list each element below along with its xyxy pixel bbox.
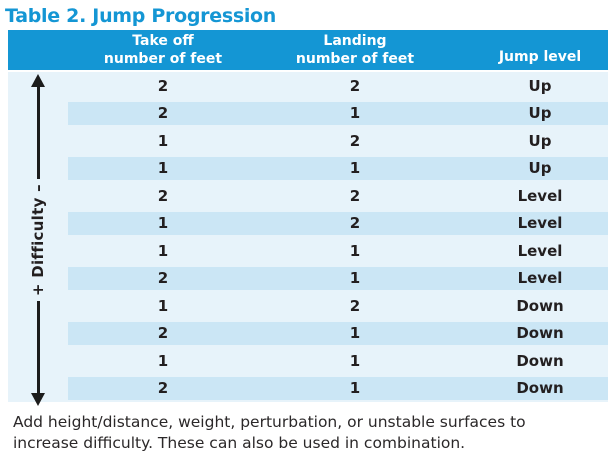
difficulty-rail-header-spacer	[8, 30, 68, 70]
jump-level-cell: Up	[528, 131, 552, 150]
table-row: 1 2 Down	[8, 292, 608, 320]
table-row: 2 1 Down	[8, 374, 608, 402]
up-arrow-icon	[31, 74, 45, 179]
takeoff-cell: 2	[157, 104, 169, 123]
table-row: 2 2 Level	[8, 182, 608, 210]
difficulty-axis-label: + Difficulty –	[29, 183, 47, 297]
table-row: 1 1 Up	[8, 154, 608, 182]
column-header-jump-level: Jump level	[452, 30, 608, 70]
takeoff-cell: 1	[157, 241, 169, 260]
column-header-landing-line1: Landing	[323, 32, 387, 49]
jump-level-cell: Level	[517, 214, 563, 233]
takeoff-cell: 1	[157, 351, 169, 370]
landing-cell: 1	[349, 324, 361, 343]
table-row: 2 2 Up	[8, 72, 608, 100]
table-row-cells: 1 1 Level	[68, 237, 608, 265]
jump-level-cell: Down	[516, 296, 564, 315]
jump-level-cell: Level	[517, 241, 563, 260]
table-row: 1 2 Up	[8, 127, 608, 155]
takeoff-cell: 1	[157, 131, 169, 150]
table-row: 2 1 Level	[8, 264, 608, 292]
table-row-cells: 2 1 Down	[68, 319, 608, 347]
landing-cell: 1	[349, 379, 361, 398]
table-row-cells: 1 1 Down	[68, 347, 608, 375]
landing-cell: 1	[349, 269, 361, 288]
table-row-cells: 1 2 Level	[68, 209, 608, 237]
table-row-cells: 1 1 Up	[68, 154, 608, 182]
column-header-jump-level-label: Jump level	[498, 48, 582, 65]
jump-level-cell: Down	[516, 324, 564, 343]
table-row-cells: 2 2 Up	[68, 72, 608, 100]
table-row-cells: 1 2 Up	[68, 127, 608, 155]
landing-cell: 2	[349, 214, 361, 233]
jump-level-cell: Level	[517, 269, 563, 288]
takeoff-cell: 1	[157, 214, 169, 233]
landing-cell: 2	[349, 76, 361, 95]
takeoff-cell: 1	[157, 159, 169, 178]
jump-level-cell: Up	[528, 159, 552, 178]
takeoff-cell: 2	[157, 324, 169, 343]
column-header-takeoff-line1: Take off	[132, 32, 194, 49]
table-row: 2 1 Down	[8, 319, 608, 347]
column-header-takeoff: Take off number of feet	[68, 30, 258, 70]
table-row: 2 1 Up	[8, 99, 608, 127]
jump-progression-table: Take off number of feet Landing number o…	[8, 30, 608, 406]
landing-cell: 1	[349, 104, 361, 123]
landing-cell: 2	[349, 131, 361, 150]
jump-level-cell: Down	[516, 351, 564, 370]
table-row-cells: 2 1 Down	[68, 374, 608, 402]
table-row-cells: 2 2 Level	[68, 182, 608, 210]
table-title: Table 2. Jump Progression	[5, 5, 277, 27]
column-header-landing-line2: number of feet	[295, 51, 415, 67]
jump-level-cell: Up	[528, 76, 552, 95]
table-row: 1 1 Down	[8, 347, 608, 375]
table-row-cells: 2 1 Up	[68, 99, 608, 127]
table-header-row: Take off number of feet Landing number o…	[8, 30, 608, 72]
landing-cell: 1	[349, 351, 361, 370]
table-row-cells: 2 1 Level	[68, 264, 608, 292]
landing-cell: 1	[349, 241, 361, 260]
jump-level-cell: Up	[528, 104, 552, 123]
takeoff-cell: 1	[157, 296, 169, 315]
landing-cell: 2	[349, 296, 361, 315]
landing-cell: 2	[349, 186, 361, 205]
takeoff-cell: 2	[157, 186, 169, 205]
takeoff-cell: 2	[157, 379, 169, 398]
landing-cell: 1	[349, 159, 361, 178]
table-footnote: Add height/distance, weight, perturbatio…	[13, 413, 526, 452]
column-header-landing: Landing number of feet	[258, 30, 452, 70]
table-body: + Difficulty – 2 2 Up 2 1 Up 1 2 Up 1 1 …	[8, 72, 608, 406]
column-header-takeoff-line2: number of feet	[103, 51, 223, 67]
takeoff-cell: 2	[157, 76, 169, 95]
difficulty-axis: + Difficulty –	[8, 72, 68, 406]
table-row-cells: 1 2 Down	[68, 292, 608, 320]
jump-level-cell: Level	[517, 186, 563, 205]
jump-level-cell: Down	[516, 379, 564, 398]
table-row: 1 1 Level	[8, 237, 608, 265]
down-arrow-icon	[31, 301, 45, 406]
takeoff-cell: 2	[157, 269, 169, 288]
table-row: 1 2 Level	[8, 209, 608, 237]
